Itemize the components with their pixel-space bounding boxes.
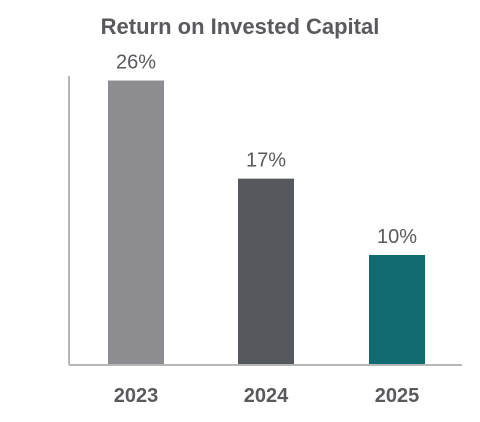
- x-tick-label-2025: 2025: [375, 385, 420, 407]
- x-tick-label-2024: 2024: [244, 385, 289, 407]
- data-label-2024: 17%: [246, 150, 286, 172]
- data-label-2023: 26%: [116, 52, 156, 74]
- bar-2024: [238, 178, 294, 364]
- x-tick-label-2023: 2023: [114, 385, 159, 407]
- bars-group: 26% 2023 17% 2024 10% 2025: [108, 52, 425, 407]
- bar-2023: [108, 80, 164, 365]
- data-label-2025: 10%: [377, 226, 417, 248]
- bar-2025: [369, 254, 425, 364]
- chart-title: Return on Invested Capital: [101, 14, 380, 39]
